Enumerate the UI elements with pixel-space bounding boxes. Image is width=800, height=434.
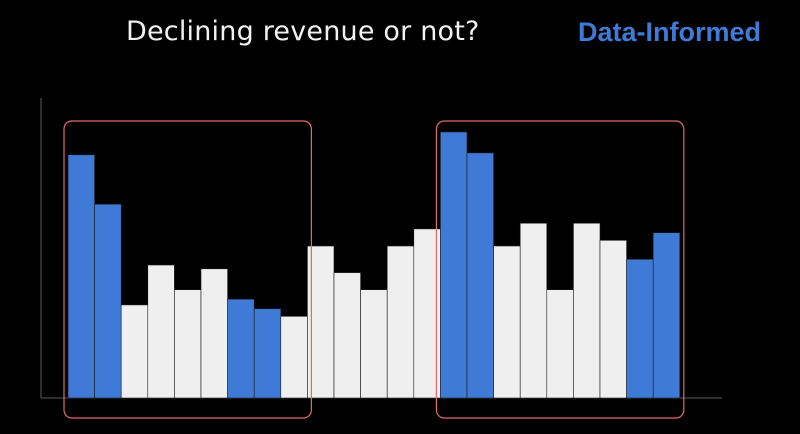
bar [333,272,361,399]
bar [200,268,228,399]
bar [599,240,627,399]
bar [466,152,494,399]
slide-title: Declining revenue or not? [126,16,480,47]
group-frame-1 [63,120,312,419]
bar [120,304,149,399]
bar [493,245,521,399]
bar [280,315,308,399]
bar [147,264,175,399]
bar [253,308,282,399]
bar [546,289,574,399]
bar [360,289,388,399]
bar [94,203,122,399]
bar [386,245,415,399]
bar [626,258,654,399]
group-frame-2 [435,120,685,419]
bar [652,232,681,399]
bar [519,222,548,399]
bar [67,154,95,399]
bar [573,222,601,399]
bar [227,298,255,399]
bar [174,289,202,399]
brand-label: Data-Informed [578,17,762,47]
bar [440,131,468,399]
